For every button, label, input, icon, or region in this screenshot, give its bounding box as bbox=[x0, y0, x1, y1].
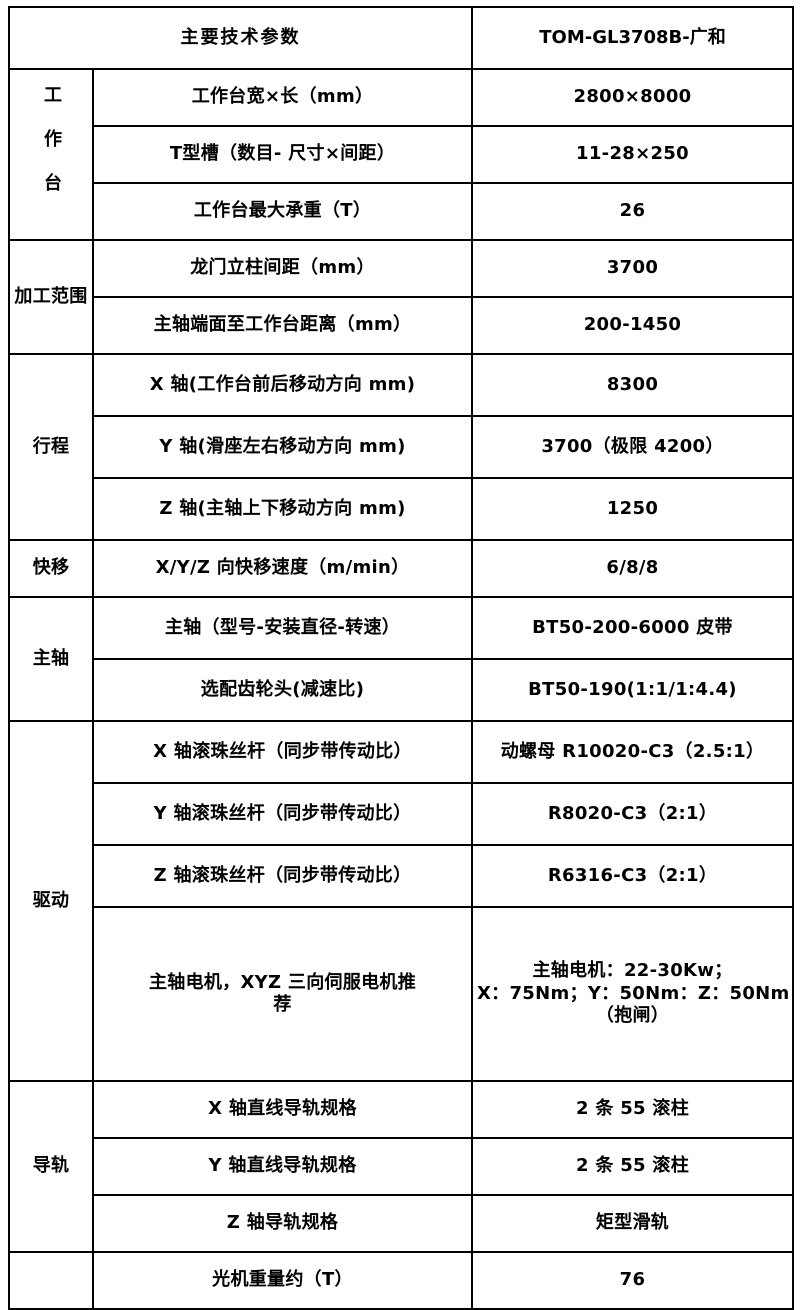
group-label-drive: 驱动 bbox=[8, 720, 94, 1082]
group-label-worktable-text: 工作台 bbox=[41, 85, 62, 218]
value-ballscrew-y: R8020-C3（2:1） bbox=[471, 782, 794, 846]
value-guideway-x: 2 条 55 滚柱 bbox=[471, 1080, 794, 1139]
table-row: 工作台 工作台宽×长（mm） 2800×8000 bbox=[8, 68, 794, 241]
group-label-travel-text: 行程 bbox=[32, 435, 70, 457]
header-model-cell: TOM-GL3708B-广和 bbox=[471, 6, 794, 70]
group-label-guideway: 导轨 bbox=[8, 1080, 94, 1253]
table-row: 加工范围 龙门立柱间距（mm） 3700 bbox=[8, 239, 794, 355]
table-row: Z 轴滚珠丝杆（同步带传动比） R6316-C3（2:1） bbox=[9, 844, 794, 908]
param-ballscrew-z: Z 轴滚珠丝杆（同步带传动比） bbox=[92, 844, 473, 908]
param-travel-z: Z 轴(主轴上下移动方向 mm) bbox=[92, 477, 473, 541]
value-tslot: 11-28×250 bbox=[471, 125, 794, 184]
table-row: 光机重量约（T） 76 bbox=[8, 1251, 794, 1310]
value-guideway-z: 矩型滑轨 bbox=[471, 1194, 794, 1253]
table-row: 快移 X/Y/Z 向快移速度（m/min） 6/8/8 bbox=[8, 539, 794, 598]
value-motor-line-3: （抱闸） bbox=[595, 1005, 670, 1027]
value-spindle: BT50-200-6000 皮带 bbox=[471, 596, 794, 660]
param-guideway-y: Y 轴直线导轨规格 bbox=[92, 1137, 473, 1196]
table-row: 工作台最大承重（T） 26 bbox=[9, 182, 794, 241]
group-label-machining-range: 加工范围 bbox=[8, 239, 94, 355]
value-motor-line-1: 主轴电机：22-30Kw； bbox=[532, 960, 733, 982]
value-motor-line-2: X：75Nm；Y：50Nm：Z：50Nm bbox=[477, 982, 790, 1004]
table-row: 导轨 X 轴直线导轨规格 2 条 55 滚柱 bbox=[8, 1080, 794, 1253]
table-row: Y 轴直线导轨规格 2 条 55 滚柱 bbox=[9, 1137, 794, 1196]
value-ballscrew-z: R6316-C3（2:1） bbox=[471, 844, 794, 908]
value-travel-y: 3700（极限 4200） bbox=[471, 415, 794, 479]
param-motor-line-1: 主轴电机，XYZ 三向伺服电机推 bbox=[148, 971, 417, 993]
param-column-spacing: 龙门立柱间距（mm） bbox=[92, 239, 473, 298]
value-travel-x: 8300 bbox=[471, 353, 794, 417]
table-row: 选配齿轮头(减速比) BT50-190(1:1/1:4.4) bbox=[9, 658, 794, 722]
param-travel-y: Y 轴(滑座左右移动方向 mm) bbox=[92, 415, 473, 479]
value-machine-weight: 76 bbox=[471, 1251, 794, 1310]
value-max-load: 26 bbox=[471, 182, 794, 241]
group-label-rapid-text: 快移 bbox=[32, 557, 70, 579]
value-guideway-y: 2 条 55 滚柱 bbox=[471, 1137, 794, 1196]
param-max-load: 工作台最大承重（T） bbox=[92, 182, 473, 241]
group-label-spindle: 主轴 bbox=[8, 596, 94, 722]
spec-sheet: 主要技术参数 TOM-GL3708B-广和 工作台 工作台宽×长（mm） 280… bbox=[8, 6, 794, 1310]
technical-specification-table: 主要技术参数 TOM-GL3708B-广和 工作台 工作台宽×长（mm） 280… bbox=[8, 6, 794, 1310]
param-motor-recommendation: 主轴电机，XYZ 三向伺服电机推 荐 bbox=[92, 906, 473, 1082]
table-header-row: 主要技术参数 TOM-GL3708B-广和 bbox=[8, 6, 794, 70]
group-label-worktable: 工作台 bbox=[8, 68, 94, 241]
group-label-spindle-text: 主轴 bbox=[32, 647, 70, 669]
table-row: 行程 X 轴(工作台前后移动方向 mm) 8300 bbox=[8, 353, 794, 541]
param-guideway-x: X 轴直线导轨规格 bbox=[92, 1080, 473, 1139]
param-tslot: T型槽（数目- 尺寸×间距） bbox=[92, 125, 473, 184]
table-row: T型槽（数目- 尺寸×间距） 11-28×250 bbox=[9, 125, 794, 184]
value-travel-z: 1250 bbox=[471, 477, 794, 541]
param-spindle-to-table: 主轴端面至工作台距离（mm） bbox=[92, 296, 473, 355]
table-row: 主轴 主轴（型号-安装直径-转速） BT50-200-6000 皮带 bbox=[8, 596, 794, 722]
param-spindle: 主轴（型号-安装直径-转速） bbox=[92, 596, 473, 660]
value-column-spacing: 3700 bbox=[471, 239, 794, 298]
group-label-drive-text: 驱动 bbox=[32, 889, 70, 911]
table-row: Z 轴(主轴上下移动方向 mm) 1250 bbox=[9, 477, 794, 541]
param-machine-weight: 光机重量约（T） bbox=[92, 1251, 473, 1310]
param-gear-head: 选配齿轮头(减速比) bbox=[92, 658, 473, 722]
param-travel-x: X 轴(工作台前后移动方向 mm) bbox=[92, 353, 473, 417]
value-motor-recommendation: 主轴电机：22-30Kw； X：75Nm；Y：50Nm：Z：50Nm （抱闸） bbox=[471, 906, 794, 1082]
group-label-travel: 行程 bbox=[8, 353, 94, 541]
param-guideway-z: Z 轴导轨规格 bbox=[92, 1194, 473, 1253]
group-label-rapid: 快移 bbox=[8, 539, 94, 598]
table-row: Z 轴导轨规格 矩型滑轨 bbox=[9, 1194, 794, 1253]
param-motor-line-2: 荐 bbox=[273, 994, 292, 1015]
table-row: 驱动 X 轴滚珠丝杆（同步带传动比） 动螺母 R10020-C3（2.5:1） bbox=[8, 720, 794, 1082]
table-row: 主轴电机，XYZ 三向伺服电机推 荐 主轴电机：22-30Kw； X：75Nm；… bbox=[9, 906, 794, 1082]
group-label-machining-range-text: 加工范围 bbox=[14, 285, 88, 307]
param-ballscrew-y: Y 轴滚珠丝杆（同步带传动比） bbox=[92, 782, 473, 846]
table-row: 主轴端面至工作台距离（mm） 200-1450 bbox=[9, 296, 794, 355]
table-row: Y 轴滚珠丝杆（同步带传动比） R8020-C3（2:1） bbox=[9, 782, 794, 846]
value-worktable-size: 2800×8000 bbox=[471, 68, 794, 127]
value-gear-head: BT50-190(1:1/1:4.4) bbox=[471, 658, 794, 722]
value-spindle-to-table: 200-1450 bbox=[471, 296, 794, 355]
value-rapid-speed: 6/8/8 bbox=[471, 539, 794, 598]
param-ballscrew-x: X 轴滚珠丝杆（同步带传动比） bbox=[92, 720, 473, 784]
group-label-empty bbox=[8, 1251, 94, 1310]
param-worktable-size: 工作台宽×长（mm） bbox=[92, 68, 473, 127]
header-title-cell: 主要技术参数 bbox=[8, 6, 473, 70]
table-row: Y 轴(滑座左右移动方向 mm) 3700（极限 4200） bbox=[9, 415, 794, 479]
value-ballscrew-x: 动螺母 R10020-C3（2.5:1） bbox=[471, 720, 794, 784]
group-label-guideway-text: 导轨 bbox=[32, 1155, 70, 1177]
param-rapid-speed: X/Y/Z 向快移速度（m/min） bbox=[92, 539, 473, 598]
